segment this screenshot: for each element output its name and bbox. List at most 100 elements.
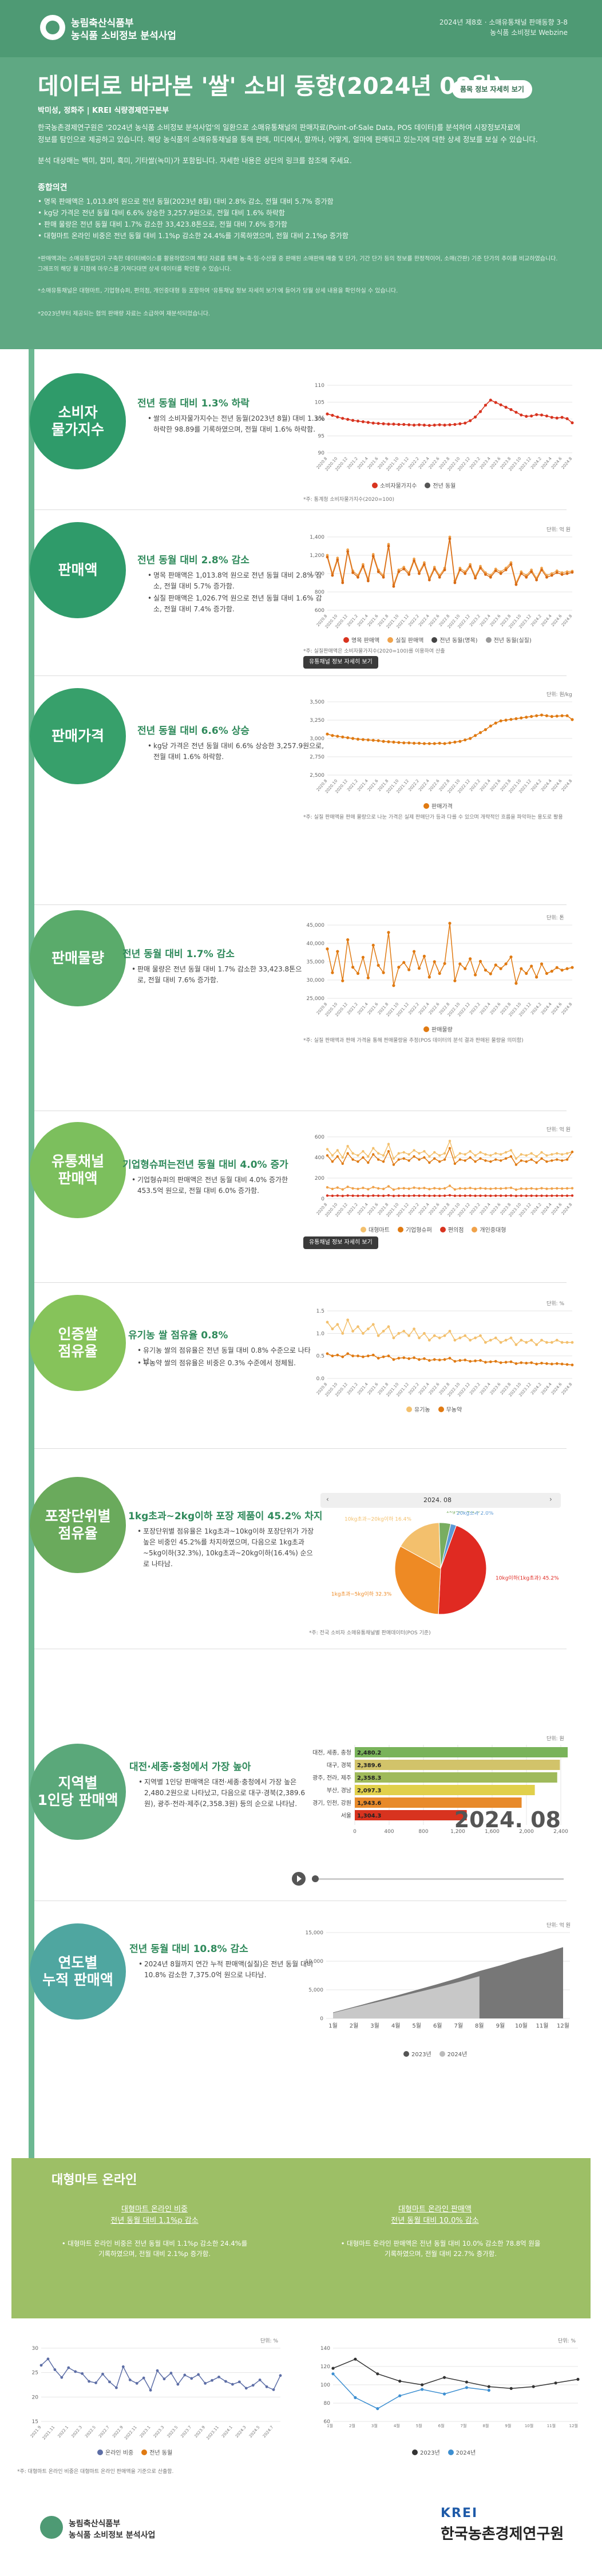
legend-item[interactable]: 판매물량 <box>423 1025 453 1033</box>
data-point <box>540 413 544 417</box>
data-point <box>448 1147 451 1149</box>
x-tick-label: 3월 <box>371 2423 378 2428</box>
data-point <box>387 422 390 426</box>
summary-item: • 명목 판매액은 1,013.8억 원으로 전년 동월(2023년 8월) 대… <box>38 197 334 206</box>
data-point <box>571 718 574 721</box>
data-point <box>258 2379 262 2381</box>
data-point <box>387 931 390 934</box>
play-button[interactable] <box>292 1872 306 1886</box>
data-point <box>540 1187 543 1190</box>
section-title-cpi: 전년 동월 대비 1.3% 하락 <box>137 398 249 409</box>
data-point <box>412 424 416 427</box>
data-point <box>442 2376 446 2379</box>
cert-line-chart[interactable]: 1.51.00.50.02020.82020.102020.122021.220… <box>303 1306 578 1398</box>
legend-item[interactable]: 명목 판매액 <box>343 635 379 644</box>
region-bar-chart[interactable]: 0 400 800 1,200 1,600 2,000 2,400 대전, 세종, 충청 2,4… <box>292 1741 578 1862</box>
pack-pie-chart[interactable]: 10kg이하(1kg초과) 45.2% 1kg초과~5kg이하 32.3% 10kg… <box>309 1511 572 1620</box>
legend-item[interactable]: 온라인 비중 <box>97 2448 133 2456</box>
legend-item[interactable]: 유기농 <box>406 1405 430 1413</box>
legend-item[interactable]: 대형마트 <box>361 1225 390 1234</box>
data-point <box>556 1152 559 1155</box>
data-point <box>351 418 355 422</box>
data-point <box>421 2388 424 2391</box>
data-point <box>402 1151 405 1154</box>
area-2024 <box>333 1976 480 2018</box>
data-point <box>272 2388 275 2391</box>
y-tick-label: 1,400 <box>310 535 324 540</box>
data-point <box>458 568 462 571</box>
price-line-chart[interactable]: 3,5003,2503,0002,7502,5002020.82020.1020… <box>303 697 578 795</box>
data-point <box>484 404 488 407</box>
data-point <box>427 975 431 979</box>
data-point <box>438 1160 441 1163</box>
legend-item[interactable]: 2024년 <box>447 2448 476 2456</box>
legend-item[interactable]: 무농약 <box>438 1405 462 1413</box>
data-point <box>326 555 329 559</box>
legend-item[interactable]: 판매가격 <box>423 801 453 810</box>
channel-line-chart[interactable]: 60040020002020.82020.102020.122021.22021… <box>303 1132 578 1218</box>
data-point <box>402 1187 405 1190</box>
region-unit: 단위: 원 <box>546 1736 564 1742</box>
legend-item[interactable]: 기업형슈퍼 <box>397 1225 432 1234</box>
item-detail-button[interactable]: 품목 정보 자세히 보기 <box>452 80 532 98</box>
channel-detail-button[interactable]: 유통채널 정보 자세히 보기 <box>303 656 378 669</box>
sales-line-chart[interactable]: 1,4001,2001,0008006002020.82020.102020.1… <box>303 532 578 630</box>
data-point <box>407 968 411 971</box>
data-point <box>499 719 502 722</box>
legend-item[interactable]: 편의점 <box>439 1225 464 1234</box>
data-point <box>371 421 375 425</box>
legend-item[interactable]: 2023년 <box>412 2448 440 2456</box>
legend-item[interactable]: 전년 동월(명목) <box>431 635 478 644</box>
series-line <box>332 2373 489 2409</box>
legend-item[interactable]: 2023년 <box>403 2049 431 2058</box>
data-point <box>46 2357 50 2361</box>
data-point <box>458 1158 462 1161</box>
channel-legend: 대형마트 기업형슈퍼 편의점 개인중대형 <box>361 1225 506 1234</box>
slider-handle[interactable] <box>312 1875 319 1882</box>
data-point <box>428 1155 431 1158</box>
data-point <box>571 1194 574 1197</box>
data-point <box>535 1362 538 1366</box>
data-point <box>464 967 467 970</box>
y-tick-label: 30 <box>32 2346 39 2352</box>
data-point <box>443 1334 446 1337</box>
legend-item[interactable]: 전년 동월 <box>141 2448 172 2456</box>
data-point <box>341 1162 344 1165</box>
timeline-slider[interactable] <box>312 1878 564 1880</box>
data-point <box>443 1194 446 1197</box>
data-point <box>443 1152 446 1155</box>
data-point <box>504 405 508 409</box>
data-point <box>392 1157 395 1160</box>
cpi-line-chart[interactable]: 11010510095902020.82020.102020.122021.22… <box>303 381 578 472</box>
data-point <box>556 1194 559 1197</box>
volume-line-chart[interactable]: 45,00040,00035,00030,00025,0002020.82020… <box>303 920 578 1018</box>
online-left-sub: 대형마트 온라인 비중 전년 동월 대비 1.1%p 감소 <box>110 2205 199 2225</box>
data-point <box>554 2381 557 2385</box>
data-point <box>357 1154 359 1157</box>
pie-label: 1kg이하 4.1% <box>446 1511 480 1514</box>
data-point <box>448 1184 451 1187</box>
legend-item[interactable]: 전년 동월 <box>425 481 456 489</box>
section-circle-cert: 인증쌀 점유율 <box>30 1295 126 1391</box>
legend-item[interactable]: 개인중대형 <box>472 1225 506 1234</box>
next-month-button[interactable]: › <box>549 1495 552 1503</box>
data-point <box>534 413 538 416</box>
price-legend: 판매가격 <box>423 801 453 810</box>
legend-item[interactable]: 2024년 <box>439 2049 467 2058</box>
channel-detail-button[interactable]: 유통채널 정보 자세히 보기 <box>303 1236 378 1249</box>
data-point <box>433 1194 436 1197</box>
page-title: 데이터로 바라본 '쌀' 소비 동향(2024년 08월) <box>38 73 503 100</box>
legend-item[interactable]: 실질 판매액 <box>387 635 423 644</box>
legend-item[interactable]: 전년 동월(실질) <box>485 635 532 644</box>
data-point <box>494 1152 497 1155</box>
ministry-logo-icon <box>40 2516 63 2539</box>
data-point <box>535 1187 538 1191</box>
cumulative-area-chart[interactable]: 15,000 10,000 5,000 0 1월 2월 3월 4월 5월 6월 7월 8월 9월 10월 1… <box>292 1928 578 2042</box>
section-circle-price: 판매가격 <box>30 688 126 784</box>
prev-month-button[interactable]: ‹ <box>326 1495 329 1503</box>
legend-item[interactable]: 소비자물가지수 <box>372 481 417 489</box>
month-selector[interactable]: ‹ 2024. 08 › <box>320 1493 561 1508</box>
data-point <box>474 1160 477 1163</box>
